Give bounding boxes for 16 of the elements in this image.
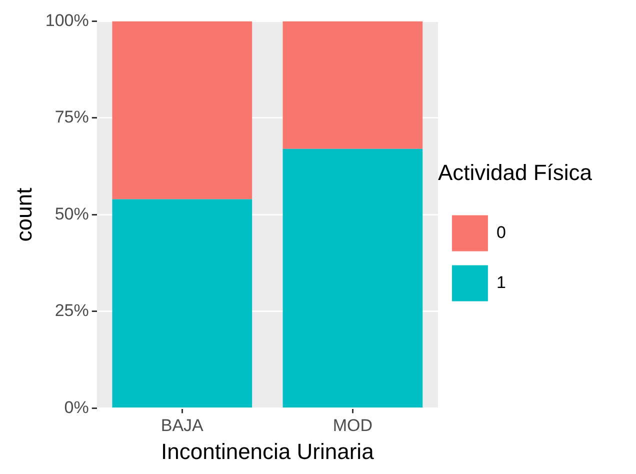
bar — [282, 148, 423, 408]
y-axis-title: count — [11, 188, 36, 242]
x-tick-label: BAJA — [160, 416, 204, 436]
y-tick-label: 75% — [54, 108, 89, 127]
y-tick-label: 25% — [54, 301, 89, 320]
bar — [112, 199, 252, 408]
y-tick-label: 50% — [54, 204, 89, 224]
y-tick-label: 100% — [45, 10, 89, 30]
bar — [282, 21, 423, 149]
legend-title: Actividad Física — [438, 160, 593, 185]
y-tick-label: 0% — [64, 398, 89, 417]
legend-label: 0 — [496, 222, 506, 242]
x-axis-title: Incontinencia Urinaria — [161, 438, 375, 464]
legend-label: 1 — [496, 272, 506, 292]
bar — [112, 21, 252, 200]
x-tick-label: MOD — [332, 416, 373, 436]
